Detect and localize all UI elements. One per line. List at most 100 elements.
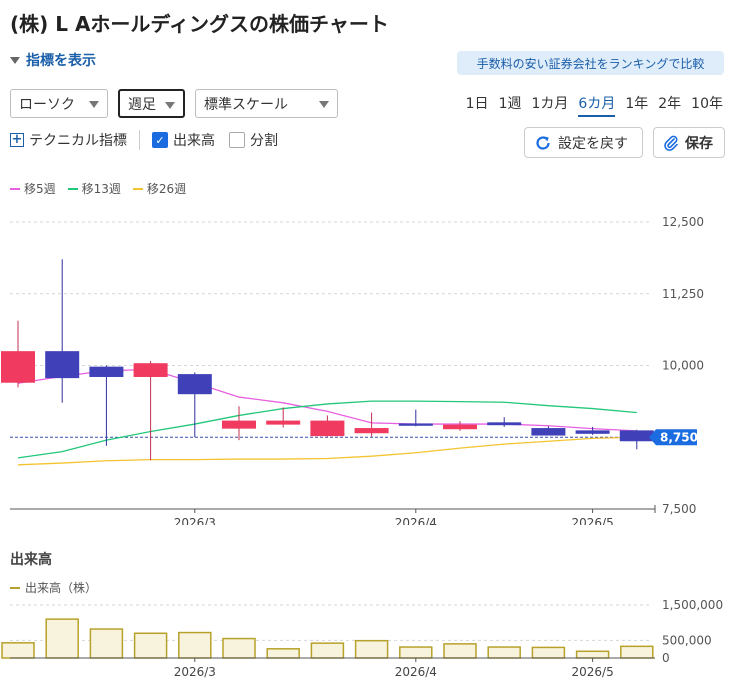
y-tick-label: 11,250 (662, 287, 704, 301)
refresh-icon (536, 135, 550, 150)
candle-body (443, 424, 477, 430)
legend-item: 移26週 (132, 180, 187, 197)
x-tick-label: 2026/4 (395, 516, 437, 525)
page-title: (株) L Aホールディングスの株価チャート (10, 12, 389, 36)
ma-line (17, 436, 637, 466)
y-tick-label: 10,000 (662, 359, 704, 373)
caret-down-icon (319, 101, 329, 108)
scale-select[interactable]: 標準スケール (195, 89, 338, 118)
legend-item: 移13週 (67, 180, 121, 197)
volume-legend-line (10, 586, 20, 589)
period-tab[interactable]: 1年 (625, 96, 649, 112)
candle-body (619, 430, 654, 442)
current-price-label: 8,750 (660, 430, 698, 444)
current-price-badge: 8,750 (649, 429, 698, 446)
candle-body (310, 420, 345, 437)
chart-type-value: ローソク (19, 96, 75, 113)
candle-body (1, 351, 35, 383)
frequency-select[interactable]: 週足 (118, 89, 185, 118)
promo-link[interactable]: 手数料の安い証券会社をランキングで比較 (457, 51, 724, 75)
technical-indicator-link[interactable]: テクニカル指標 (29, 133, 127, 149)
candle-body (398, 423, 433, 426)
volume-checkbox-label: 出来高 (173, 133, 215, 149)
legend-line (67, 187, 78, 190)
period-tabs: 1日 1週 1カ月 6カ月 1年 2年 10年 (466, 93, 723, 117)
legend-line (132, 187, 143, 190)
x-tick-label: 2026/5 (571, 516, 613, 525)
chart-options-row: + テクニカル指標 ✓ 出来高 分割 (10, 130, 278, 150)
candle-body (133, 363, 168, 377)
volume-y-tick-label: 500,000 (662, 633, 712, 647)
volume-bar (354, 639, 389, 659)
candle-body (531, 428, 566, 436)
reset-button-label: 設定を戻す (558, 135, 628, 152)
period-tab[interactable]: 1カ月 (531, 96, 569, 112)
y-tick-label: 12,500 (662, 215, 704, 229)
legend-label: 移26週 (146, 182, 187, 196)
candle-body (354, 428, 389, 434)
volume-y-tick-label: 0 (662, 651, 670, 665)
ma-line (17, 400, 637, 459)
volume-bar (1, 642, 35, 659)
candle-body (177, 374, 212, 395)
divider (139, 130, 140, 150)
candle-body (266, 420, 301, 425)
candle-body (45, 351, 80, 379)
save-button[interactable]: 保存 (653, 127, 725, 158)
volume-bar (45, 618, 79, 659)
period-tab[interactable]: 2年 (658, 96, 682, 112)
volume-bar (266, 648, 300, 659)
split-checkbox[interactable] (229, 132, 245, 148)
volume-chart: 1,500,000 500,000 0 2026/3 2026/4 2026/5 (1, 598, 723, 679)
volume-x-tick-label: 2026/5 (571, 665, 613, 679)
triangle-down-icon (10, 56, 20, 64)
candle-body (89, 366, 124, 377)
candle-body (222, 420, 256, 429)
volume-section-title: 出来高 (10, 552, 52, 568)
save-button-label: 保存 (685, 135, 713, 152)
volume-bar (443, 643, 477, 659)
volume-bar (620, 645, 654, 659)
volume-legend-label: 出来高（株） (25, 581, 98, 595)
volume-bar (575, 650, 610, 659)
candle-body (575, 430, 610, 434)
period-tab[interactable]: 6カ月 (578, 93, 616, 117)
period-tab[interactable]: 1週 (498, 96, 522, 112)
legend-label: 移13週 (81, 182, 121, 196)
volume-bar (487, 646, 521, 659)
frequency-value: 週足 (128, 96, 156, 113)
legend-line (10, 187, 20, 190)
chart-type-select[interactable]: ローソク (10, 89, 108, 118)
legend-item: 移5週 (10, 180, 56, 197)
indicator-toggle-label: 指標を表示 (26, 53, 96, 69)
split-checkbox-label: 分割 (250, 133, 278, 149)
y-tick-label: 7,500 (662, 502, 696, 516)
legend-label: 移5週 (24, 182, 56, 196)
price-chart: 12,500 11,250 10,000 7,500 2026/3 2026/4 2026/… (1, 215, 704, 525)
volume-bar (222, 637, 256, 659)
reset-button[interactable]: 設定を戻す (524, 127, 643, 158)
volume-checkbox[interactable]: ✓ (152, 132, 168, 148)
volume-bar (133, 632, 168, 659)
volume-bar (310, 642, 345, 659)
volume-bar (178, 631, 212, 659)
ma-legend: 移5週 移13週 移26週 (10, 180, 186, 197)
volume-bar (531, 646, 566, 659)
plus-square-icon[interactable]: + (10, 132, 24, 147)
volume-y-tick-label: 1,500,000 (662, 598, 723, 612)
candle-body (487, 422, 522, 426)
volume-legend: 出来高（株） (10, 579, 97, 596)
x-tick-label: 2026/3 (174, 516, 216, 525)
period-tab[interactable]: 10年 (691, 96, 723, 112)
caret-down-icon (89, 101, 99, 108)
scale-value: 標準スケール (204, 96, 288, 113)
indicator-toggle[interactable]: 指標を表示 (10, 50, 96, 70)
volume-x-tick-label: 2026/4 (395, 665, 437, 679)
volume-bar (89, 628, 124, 659)
badge-shape (649, 429, 697, 446)
volume-bar (399, 646, 433, 659)
caret-down-icon (165, 102, 175, 109)
volume-x-tick-label: 2026/3 (174, 665, 216, 679)
paperclip-icon (664, 135, 678, 151)
period-tab[interactable]: 1日 (465, 96, 489, 112)
